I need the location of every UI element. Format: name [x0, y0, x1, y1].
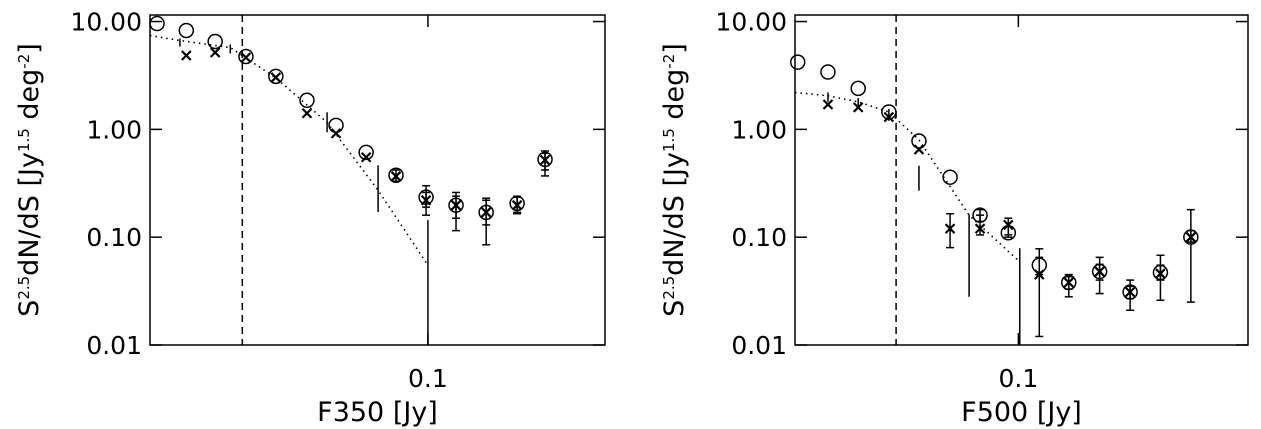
cross-marker — [420, 194, 432, 206]
cross-marker — [390, 171, 402, 182]
y-axis-label-part: dN/dS [Jy — [14, 152, 45, 276]
y-axis-label-superscript: 2.5 — [15, 276, 33, 300]
circle-marker — [178, 22, 195, 39]
y-tick-label: 0.10 — [86, 223, 142, 252]
x-axis-label: F500 [Jy] — [961, 397, 1082, 428]
model-line — [794, 91, 1021, 263]
cross-marker — [1185, 231, 1197, 243]
y-axis-label-part: dN/dS [Jy — [659, 152, 690, 276]
cross-marker — [181, 50, 192, 61]
cross-marker — [852, 102, 864, 113]
y-tick-label: 0.01 — [86, 331, 142, 360]
panel: 10.00 1.00 0.10 0.01 0.1 F500 [Jy] S2.5dN/dS [… — [659, 8, 1249, 428]
cross-marker — [511, 199, 523, 211]
y-axis-label-part: ] — [14, 43, 45, 54]
y-axis-label-part: deg — [659, 69, 690, 128]
x-tick-label: 0.1 — [408, 364, 448, 393]
y-tick-label: 10.00 — [70, 8, 142, 37]
cross-marker — [1063, 277, 1075, 288]
y-axis-label-part: S — [14, 300, 45, 317]
cross-marker — [1155, 268, 1166, 279]
cross-marker — [209, 47, 221, 58]
cross-marker — [360, 151, 372, 163]
y-axis-label: S2.5dN/dS [Jy1.5 deg-2] — [14, 43, 45, 317]
y-axis-label-part: deg — [14, 69, 45, 128]
circle-marker — [238, 48, 254, 65]
circle-marker — [820, 64, 836, 80]
y-tick-label: 1.00 — [731, 115, 787, 144]
cross-marker — [913, 144, 925, 155]
y-tick-label: 1.00 — [86, 115, 142, 144]
cross-marker — [480, 207, 492, 218]
y-tick-label: 0.01 — [731, 331, 787, 360]
y-tick-label: 10.00 — [715, 8, 787, 37]
x-tick-label: 0.1 — [998, 364, 1038, 393]
cross-marker — [1034, 269, 1045, 280]
circle-marker — [850, 80, 866, 97]
y-axis-label-part: S — [659, 300, 690, 317]
plot-frame — [149, 14, 606, 346]
cross-marker — [974, 223, 986, 234]
cross-marker — [1003, 219, 1014, 231]
y-tick-label: 0.10 — [731, 223, 787, 252]
cross-marker — [1094, 266, 1105, 277]
cross-marker — [450, 199, 462, 211]
circle-marker — [942, 169, 958, 185]
circle-marker — [149, 15, 165, 32]
y-axis-label-superscript: 1.5 — [15, 128, 33, 152]
y-axis-label-superscript: -2 — [660, 54, 678, 69]
circle-marker — [789, 54, 806, 70]
cross-marker — [330, 128, 342, 139]
plot-frame — [794, 14, 1249, 346]
cross-marker — [301, 107, 313, 119]
cross-marker — [822, 99, 834, 110]
circle-marker — [207, 33, 223, 50]
y-axis-label-superscript: 2.5 — [660, 276, 678, 300]
model-line — [149, 34, 429, 266]
cross-marker — [1124, 286, 1136, 298]
circle-marker — [299, 92, 315, 109]
circle-marker — [358, 144, 374, 161]
x-axis-label: F350 [Jy] — [317, 397, 438, 428]
circle-marker — [388, 167, 404, 184]
y-axis-label-part: ] — [659, 43, 690, 54]
y-axis-label: S2.5dN/dS [Jy1.5 deg-2] — [659, 43, 690, 317]
circle-marker — [328, 117, 344, 134]
y-axis-label-superscript: -2 — [15, 54, 33, 69]
y-axis-label-superscript: 1.5 — [660, 128, 678, 152]
panel: 10.00 1.00 0.10 0.01 0.1 F350 [Jy] S2.5dN/dS [… — [14, 8, 606, 428]
cross-marker — [270, 72, 282, 83]
cross-marker — [944, 223, 956, 234]
circle-marker — [268, 68, 284, 85]
cross-marker — [539, 154, 551, 166]
